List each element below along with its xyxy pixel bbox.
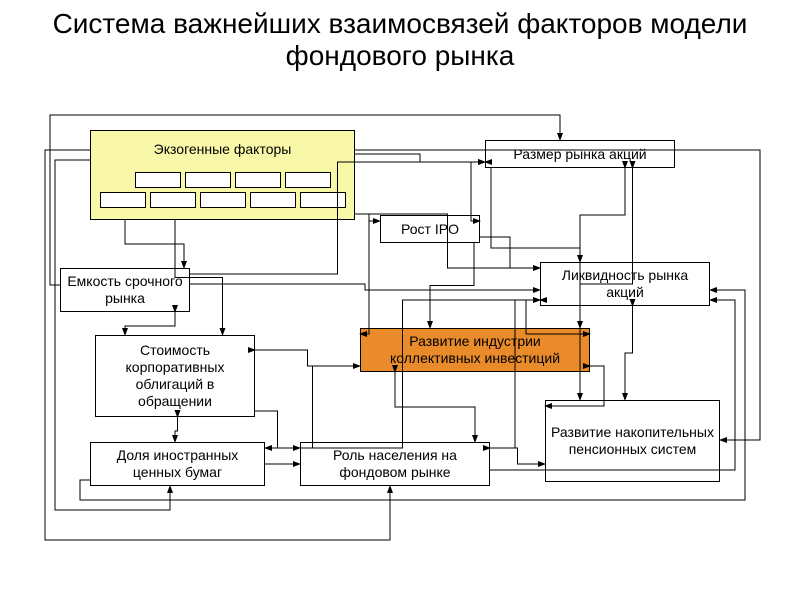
arrows-layer [0, 0, 800, 600]
